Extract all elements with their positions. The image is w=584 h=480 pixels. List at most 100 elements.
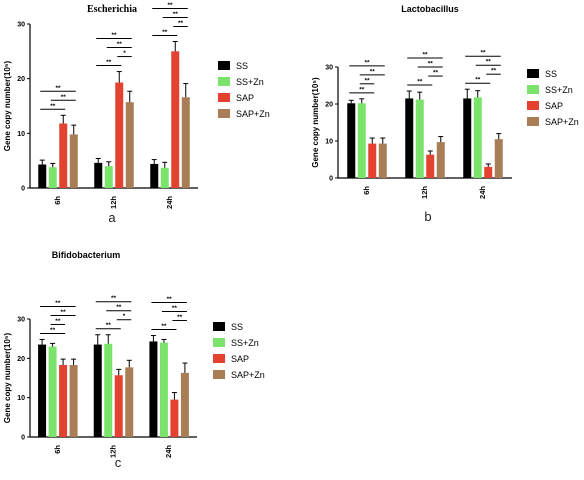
significance-label: ** xyxy=(106,322,112,329)
legend-swatch-ss xyxy=(218,61,230,70)
legend-swatch-sap-plus-zn xyxy=(213,370,225,379)
y-tick-label: 0 xyxy=(21,186,25,193)
y-tick-label: 20 xyxy=(325,102,333,109)
panel-letter: b xyxy=(424,209,431,224)
y-axis-label: Gene copy number(10⁵) xyxy=(3,60,12,151)
bar-sap-24h xyxy=(171,51,180,189)
bar-ss-24h xyxy=(463,98,472,178)
legend-label: SAP xyxy=(236,93,254,103)
y-tick-label: 10 xyxy=(17,395,25,402)
y-tick-label: 0 xyxy=(329,176,333,183)
bar-ss-plus-zn-6h xyxy=(357,103,366,178)
significance-label: ** xyxy=(55,85,61,92)
bar-ss-plus-zn-24h xyxy=(473,97,482,178)
legend-swatch-sap xyxy=(218,93,230,102)
significance-label: ** xyxy=(486,59,492,66)
legend: SS SS+Zn SAP SAP+Zn xyxy=(218,61,270,119)
significance-label: ** xyxy=(422,52,428,59)
legend-swatch-sap xyxy=(527,101,539,110)
significance-label: ** xyxy=(50,103,56,110)
legend-label: SAP xyxy=(545,101,563,111)
legend-label: SS+Zn xyxy=(236,77,264,87)
legend-swatch-sap-plus-zn xyxy=(218,109,230,118)
chart-panel-a: Escherichia 0 10 20 30 Gene copy number(10⁵) 6… xyxy=(3,2,270,225)
bar-sap-6h xyxy=(59,123,68,188)
legend: SS SS+Zn SAP SAP+Zn xyxy=(213,322,265,380)
bar-sap-plus-zn-12h xyxy=(125,102,134,188)
bar-ss-plus-zn-12h xyxy=(104,343,113,437)
bar-sap-12h xyxy=(426,154,435,178)
y-tick-label: 30 xyxy=(325,65,333,72)
bar-ss-24h xyxy=(149,341,158,437)
bar-sap-plus-zn-12h xyxy=(125,367,134,437)
significance-label: ** xyxy=(106,59,112,66)
y-axis-label: Gene copy number(10⁵) xyxy=(311,77,320,168)
x-tick-label: 6h xyxy=(362,186,371,195)
significance-label: ** xyxy=(370,68,376,75)
significance-label: ** xyxy=(50,327,56,334)
legend-swatch-ss-plus-zn xyxy=(213,338,225,347)
bar-ss-12h xyxy=(94,162,103,188)
significance-label: ** xyxy=(364,77,370,84)
legend-swatch-ss-plus-zn xyxy=(527,85,539,94)
significance-label: ** xyxy=(117,41,123,48)
x-tick-label: 24h xyxy=(165,196,174,209)
legend-label: SS xyxy=(236,61,248,71)
x-tick-label: 6h xyxy=(53,196,62,205)
x-tick-label: 24h xyxy=(164,445,173,458)
significance-label: ** xyxy=(116,304,122,311)
y-tick-label: 0 xyxy=(21,435,25,442)
x-tick-label: 12h xyxy=(109,196,118,209)
bar-sap-plus-zn-6h xyxy=(69,134,78,188)
bar-ss-plus-zn-24h xyxy=(160,167,169,188)
bar-sap-plus-zn-24h xyxy=(494,139,503,178)
y-axis-label: Gene copy number(10⁵) xyxy=(3,332,12,423)
significance-label: ** xyxy=(177,314,183,321)
significance-label: * xyxy=(123,50,126,57)
significance-label: ** xyxy=(417,79,423,86)
significance-label: ** xyxy=(172,305,178,312)
bar-sap-plus-zn-12h xyxy=(436,142,445,178)
significance-label: ** xyxy=(55,318,61,325)
legend-label: SAP xyxy=(231,354,249,364)
significance-label: ** xyxy=(178,20,184,27)
bar-sap-6h xyxy=(368,143,377,178)
y-tick-label: 10 xyxy=(17,131,25,138)
legend-swatch-sap-plus-zn xyxy=(527,117,539,126)
bar-sap-plus-zn-24h xyxy=(181,97,190,188)
significance-label: ** xyxy=(428,61,434,68)
bar-sap-12h xyxy=(114,375,123,437)
significance-label: ** xyxy=(480,50,486,57)
y-tick-label: 30 xyxy=(17,22,25,29)
bar-ss-plus-zn-6h xyxy=(48,346,57,437)
legend-label: SS+Zn xyxy=(231,338,259,348)
bar-ss-plus-zn-12h xyxy=(415,99,424,178)
significance-label: ** xyxy=(61,309,67,316)
significance-label: ** xyxy=(475,77,481,84)
legend-label: SS xyxy=(545,69,557,79)
y-tick-label: 20 xyxy=(17,356,25,363)
legend-label: SAP+Zn xyxy=(231,370,265,380)
bar-sap-plus-zn-6h xyxy=(69,365,78,437)
panel-letter: c xyxy=(115,455,122,470)
bar-sap-6h xyxy=(59,365,68,437)
legend-label: SS xyxy=(231,322,243,332)
significance-label: ** xyxy=(161,323,167,330)
bar-sap-24h xyxy=(484,166,493,178)
bar-ss-plus-zn-24h xyxy=(159,342,168,437)
bar-ss-6h xyxy=(347,103,356,178)
bar-sap-plus-zn-6h xyxy=(378,143,387,178)
panel-letter: a xyxy=(108,210,116,225)
bar-ss-plus-zn-6h xyxy=(48,167,57,188)
bar-sap-12h xyxy=(115,82,124,188)
chart-panel-b: Lactobacillus 0 10 20 30 Gene copy number(10⁵… xyxy=(311,4,579,224)
significance-label: ** xyxy=(433,70,439,77)
bar-ss-6h xyxy=(38,164,47,188)
significance-label: ** xyxy=(55,300,61,307)
significance-label: ** xyxy=(61,94,67,101)
significance-label: ** xyxy=(359,86,365,93)
chart-title: Bifidobacterium xyxy=(52,250,121,260)
bar-ss-12h xyxy=(405,98,414,178)
y-tick-label: 10 xyxy=(325,139,333,146)
